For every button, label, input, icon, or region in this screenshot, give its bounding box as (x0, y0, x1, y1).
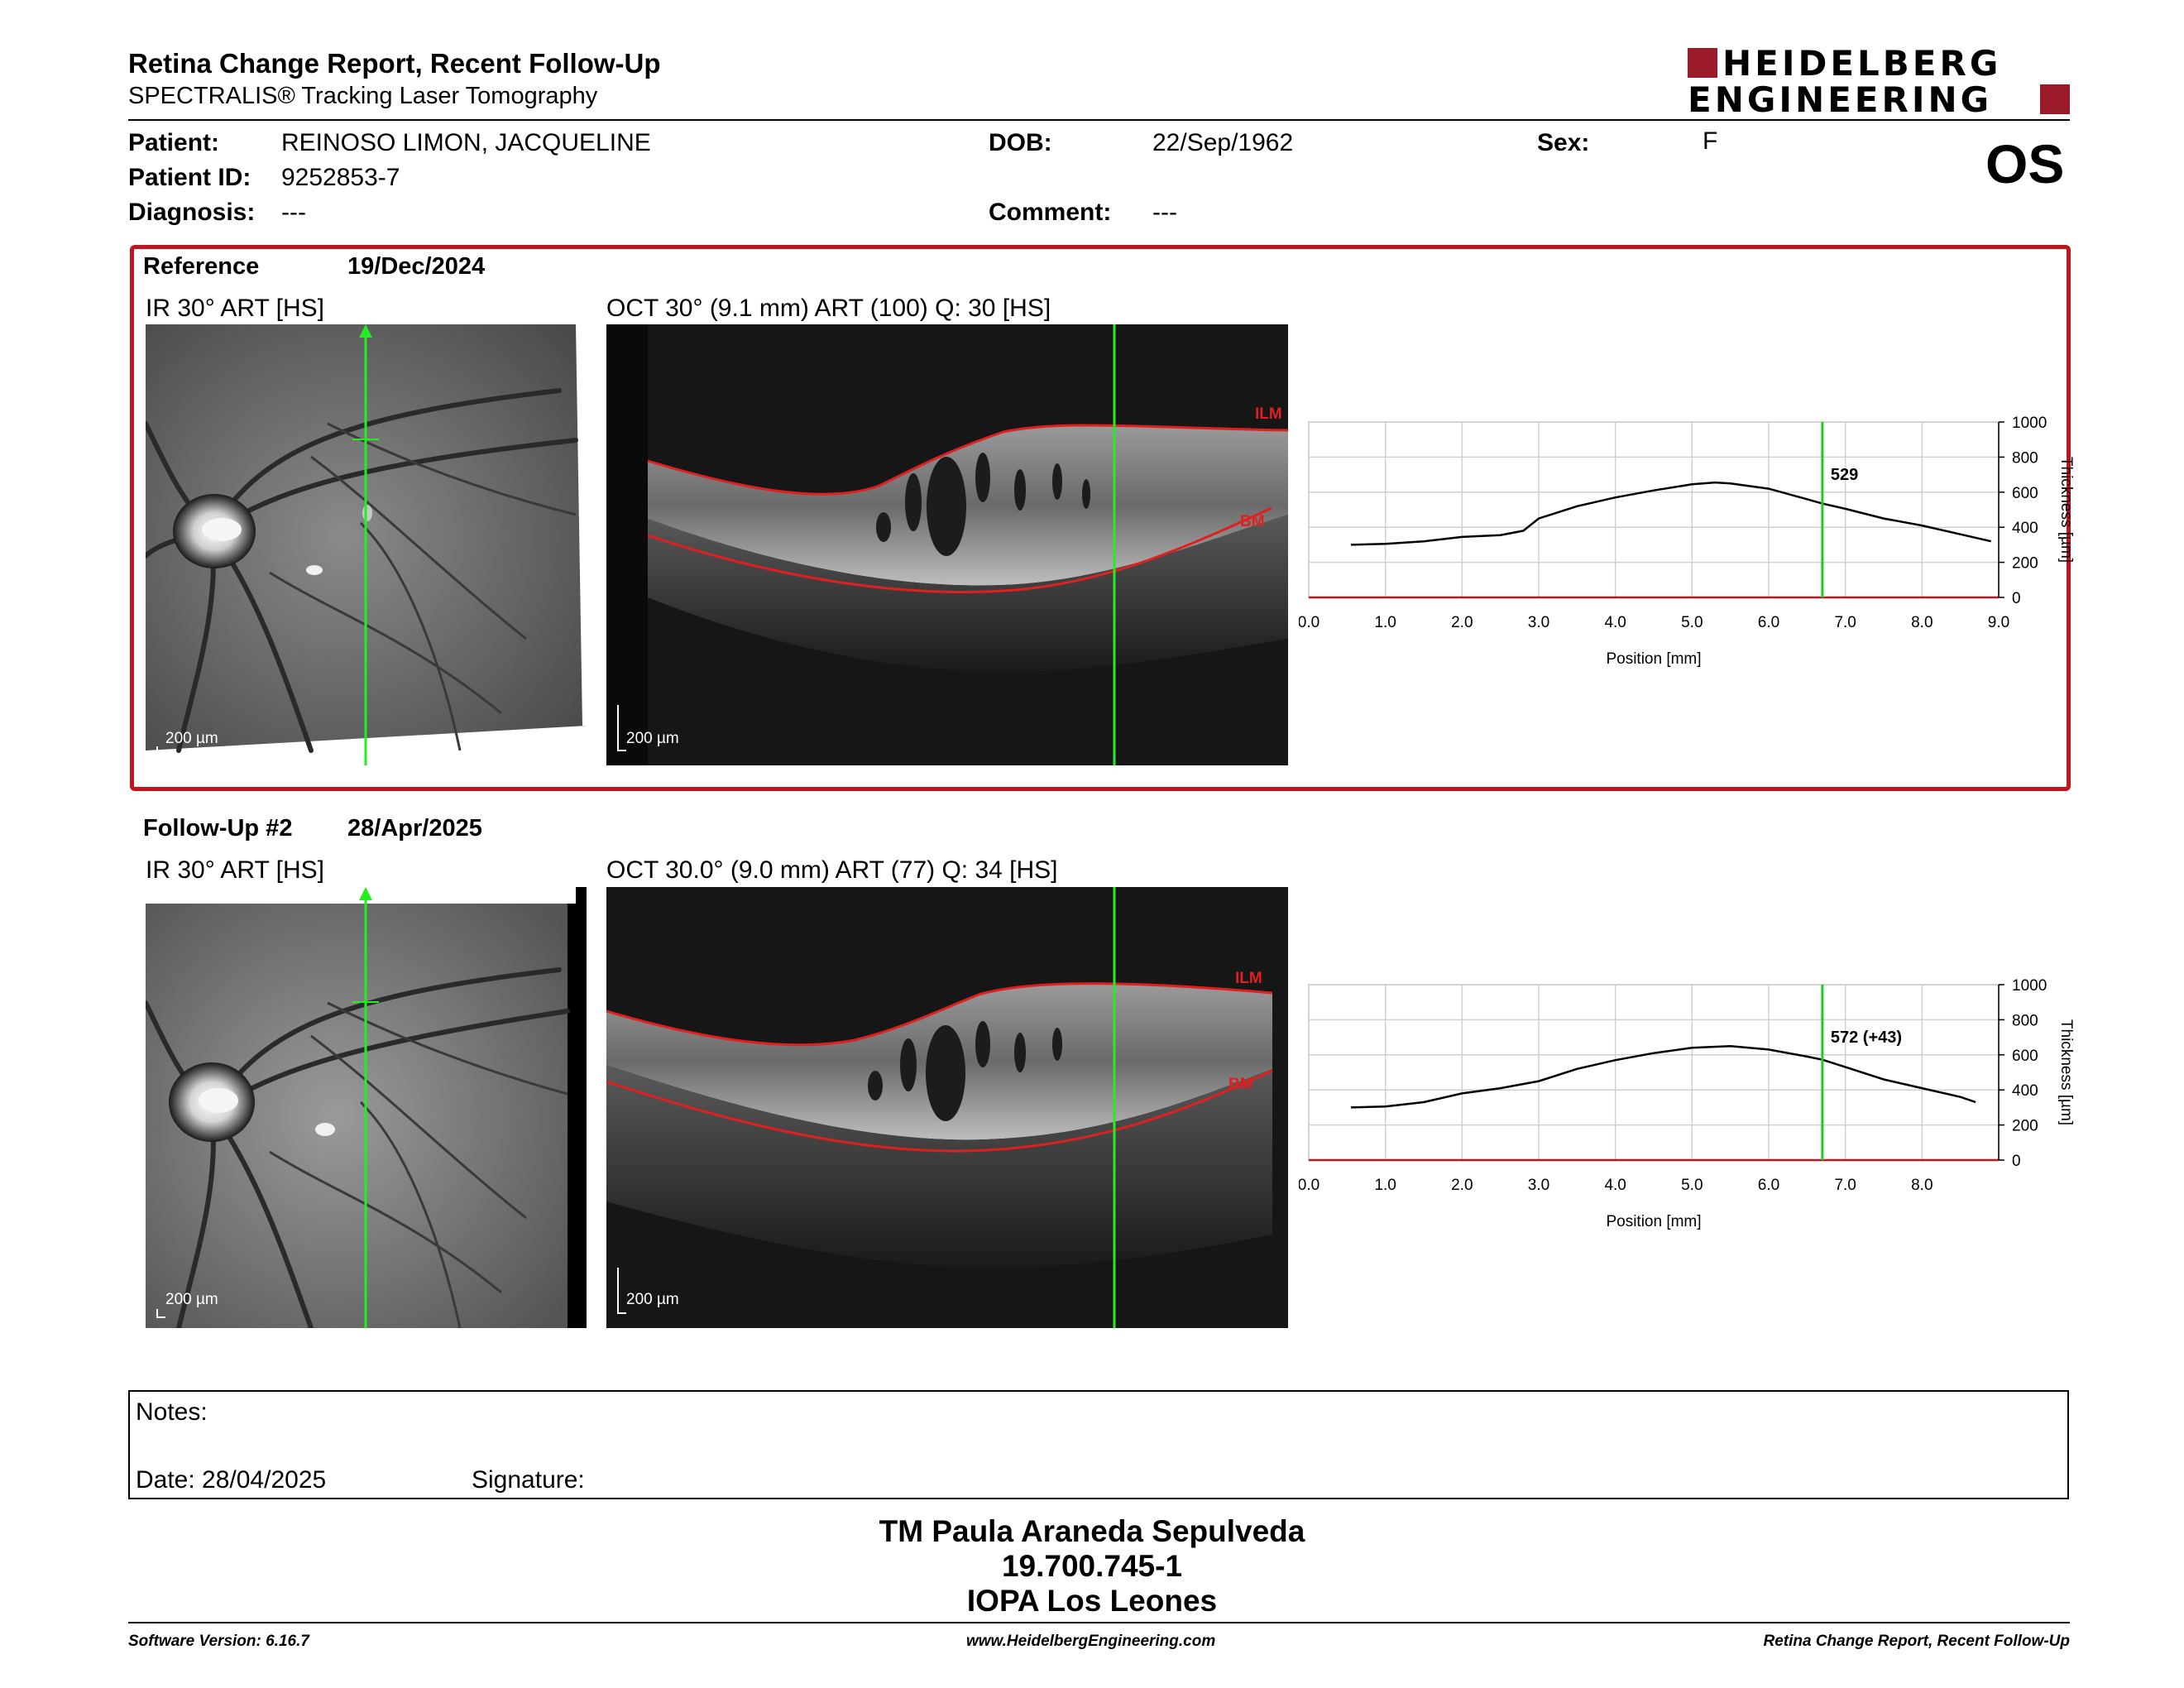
chart-x-tick-label: 7.0 (1834, 614, 1856, 631)
reference-oct-image: ILM BM 200 µm (606, 324, 1288, 765)
chart-y-tick-label: 200 (2012, 555, 2038, 573)
chart-x-tick-label: 7.0 (1834, 1177, 1856, 1194)
comment-label: Comment: (989, 199, 1112, 226)
chart-y-tick-label: 400 (2012, 520, 2038, 537)
chart-y-tick-label: 1000 (2012, 977, 2047, 995)
chart-x-tick-label: 2.0 (1451, 1177, 1473, 1194)
dob-label: DOB: (989, 129, 1052, 156)
sex-value: F (1703, 127, 1718, 155)
chart-y-tick-label: 600 (2012, 485, 2038, 502)
followup-thickness-chart: 0 200 400 600 800 1000 0.0 1.0 2.0 3.0 4.0 5.0 6.0 7.… (1298, 976, 2101, 1249)
chart-y-axis-label: Thickness [µm] (2057, 1019, 2075, 1125)
followup-oct-label: OCT 30.0° (9.0 mm) ART (77) Q: 34 [HS] (606, 856, 1058, 884)
notes-label: Notes: (136, 1398, 208, 1426)
logo-line1: HEIDELBERG (1722, 43, 2002, 84)
followup-ir-scale: 200 µm (165, 1291, 218, 1308)
signoff-institution: IOPA Los Leones (966, 1584, 1218, 1618)
chart-x-tick-label: 1.0 (1374, 614, 1396, 631)
reference-ilm-label: ILM (1255, 405, 1282, 423)
patient-name: REINOSO LIMON, JACQUELINE (281, 129, 651, 156)
diagnosis-label: Diagnosis: (128, 199, 256, 226)
diagnosis-value: --- (281, 199, 306, 226)
notes-date: Date: 28/04/2025 (136, 1466, 327, 1494)
followup-ir-image: 200 µm (146, 887, 587, 1328)
dob-value: 22/Sep/1962 (1152, 129, 1294, 156)
patient-id: 9252853-7 (281, 164, 400, 191)
chart-x-tick-label: 8.0 (1911, 614, 1933, 631)
reference-date: 19/Dec/2024 (347, 253, 486, 280)
chart-y-tick-label: 200 (2012, 1118, 2038, 1135)
chart-series-line (1350, 481, 1991, 546)
header-divider (128, 119, 2070, 121)
reference-bm-label: BM (1240, 513, 1265, 530)
reference-label: Reference (143, 253, 260, 280)
reference-ir-scale: 200 µm (165, 730, 218, 747)
followup-oct-image: ILM BM 200 µm (606, 887, 1288, 1328)
chart-x-tick-label: 6.0 (1758, 1177, 1779, 1194)
chart-plot-area (1308, 984, 2000, 1161)
chart-y-tick-label: 1000 (2012, 415, 2047, 432)
chart-x-axis-label: Position [mm] (1606, 650, 1701, 668)
chart-y-tick-label: 800 (2012, 449, 2038, 467)
chart-x-tick-label: 1.0 (1374, 1177, 1396, 1194)
chart-marker-value: 529 (1831, 466, 1858, 484)
patient-label: Patient: (128, 129, 220, 156)
chart-x-tick-label: 0.0 (1299, 614, 1320, 631)
chart-y-tick-label: 0 (2012, 1153, 2021, 1170)
footer-divider (128, 1622, 2070, 1623)
reference-thickness-chart: 0 200 400 600 800 1000 0.0 1.0 2.0 3.0 4.0 5.0 6.0 7.… (1298, 414, 2101, 687)
footer-report: Retina Change Report, Recent Follow-Up (1763, 1633, 2070, 1650)
chart-x-tick-label: 2.0 (1451, 614, 1473, 631)
notes-signature: Signature: (472, 1466, 585, 1494)
reference-ir-label: IR 30° ART [HS] (146, 295, 324, 322)
chart-x-tick-label: 0.0 (1299, 1177, 1320, 1194)
notes-box (128, 1390, 2069, 1499)
chart-x-axis-label: Position [mm] (1606, 1213, 1701, 1230)
reference-oct-scale: 200 µm (626, 730, 679, 747)
signoff-id: 19.700.745-1 (1001, 1549, 1183, 1583)
chart-y-axis-label: Thickness [µm] (2057, 457, 2075, 563)
followup-ilm-label: ILM (1235, 970, 1262, 987)
chart-y-tick-label: 800 (2012, 1012, 2038, 1029)
chart-x-tick-label: 9.0 (1988, 614, 2009, 631)
footer-website[interactable]: www.HeidelbergEngineering.com (966, 1633, 1216, 1650)
report-subtitle: SPECTRALIS® Tracking Laser Tomography (128, 83, 598, 109)
chart-x-tick-label: 6.0 (1758, 614, 1779, 631)
chart-x-tick-label: 4.0 (1604, 614, 1626, 631)
followup-oct-scale: 200 µm (626, 1291, 679, 1308)
reference-ir-image: 200 µm (146, 324, 587, 765)
logo-line2: ENGINEERING (1688, 79, 1993, 120)
patient-id-label: Patient ID: (128, 164, 251, 191)
reference-oct-label: OCT 30° (9.1 mm) ART (100) Q: 30 [HS] (606, 295, 1051, 322)
sex-label: Sex: (1537, 129, 1590, 156)
followup-date: 28/Apr/2025 (347, 815, 482, 842)
chart-x-tick-label: 4.0 (1604, 1177, 1626, 1194)
chart-x-tick-label: 3.0 (1528, 1177, 1549, 1194)
comment-value: --- (1152, 199, 1177, 226)
footer-software: Software Version: 6.16.7 (128, 1633, 309, 1650)
followup-bm-label: BM (1228, 1076, 1253, 1093)
report-title: Retina Change Report, Recent Follow-Up (128, 48, 661, 79)
chart-x-tick-label: 5.0 (1681, 614, 1703, 631)
eye-indicator: OS (1985, 133, 2065, 194)
chart-plot-area (1308, 421, 2000, 598)
followup-label: Follow-Up #2 (143, 815, 293, 842)
chart-y-tick-label: 600 (2012, 1048, 2038, 1065)
chart-marker-value: 572 (+43) (1831, 1029, 1902, 1047)
reference-frame (130, 245, 2071, 791)
signoff-name: TM Paula Araneda Sepulveda (879, 1514, 1305, 1548)
followup-ir-label: IR 30° ART [HS] (146, 856, 324, 884)
chart-x-tick-label: 5.0 (1681, 1177, 1703, 1194)
chart-x-tick-label: 8.0 (1911, 1177, 1933, 1194)
chart-series-line (1350, 1044, 1976, 1109)
chart-y-tick-label: 0 (2012, 590, 2021, 607)
chart-y-tick-label: 400 (2012, 1082, 2038, 1100)
chart-x-tick-label: 3.0 (1528, 614, 1549, 631)
